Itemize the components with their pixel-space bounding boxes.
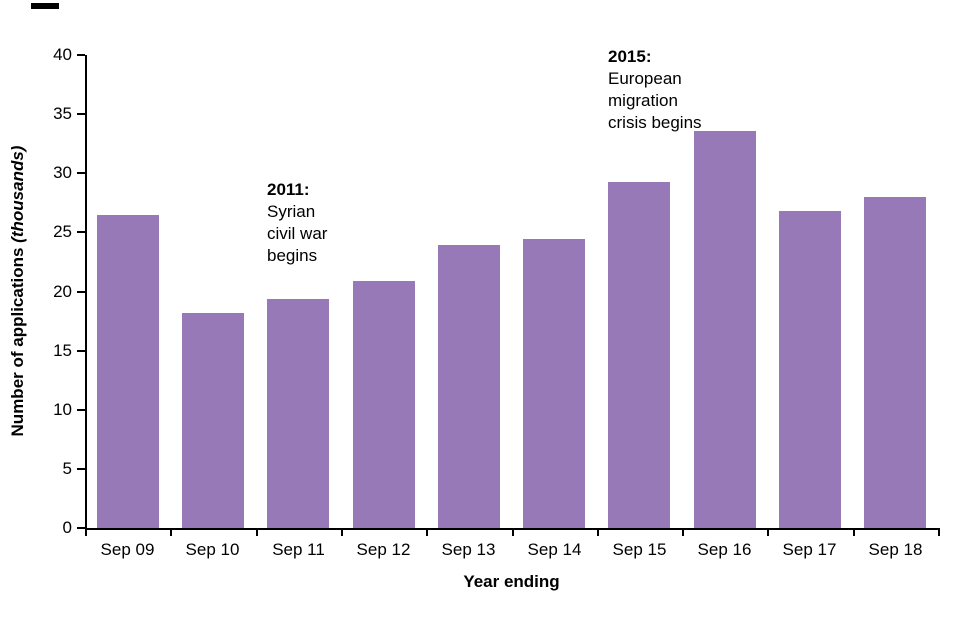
x-tick-label: Sep 12 bbox=[356, 540, 411, 559]
x-tick-label: Sep 14 bbox=[527, 540, 582, 559]
y-tick-mark bbox=[77, 349, 85, 352]
annotation-year: 2011: bbox=[267, 180, 310, 199]
y-tick-mark bbox=[77, 467, 85, 470]
bar-sep-15 bbox=[608, 182, 670, 528]
y-tick-label: 5 bbox=[62, 458, 72, 478]
x-tick-label: Sep 15 bbox=[612, 540, 667, 559]
x-tick-label: Sep 16 bbox=[697, 540, 752, 559]
y-tick-label: 35 bbox=[53, 104, 72, 124]
x-tick-mark bbox=[938, 528, 940, 536]
annotation-2011: 2011: Syrian civil war begins bbox=[267, 180, 328, 265]
x-tick-label: Sep 09 bbox=[100, 540, 155, 559]
x-tick-label: Sep 13 bbox=[441, 540, 496, 559]
x-tick-mark bbox=[682, 528, 684, 536]
x-tick-mark bbox=[170, 528, 172, 536]
x-axis-line bbox=[85, 528, 938, 530]
x-tick-mark bbox=[426, 528, 428, 536]
bar-sep-10 bbox=[182, 313, 244, 528]
x-tick-mark bbox=[597, 528, 599, 536]
x-tick-label: Sep 17 bbox=[782, 540, 837, 559]
y-tick-label: 30 bbox=[53, 163, 72, 183]
y-tick-mark bbox=[77, 231, 85, 234]
x-tick-label: Sep 18 bbox=[868, 540, 923, 559]
crop-artifact-mark bbox=[31, 3, 59, 9]
x-axis-title: Year ending bbox=[463, 572, 560, 591]
bar-sep-12 bbox=[353, 281, 415, 528]
bar-sep-18 bbox=[864, 197, 926, 528]
x-tick-label: Sep 11 bbox=[272, 540, 325, 559]
y-tick-mark bbox=[77, 113, 85, 116]
bar-sep-16 bbox=[694, 131, 756, 528]
y-tick-mark bbox=[77, 172, 85, 175]
bar-sep-17 bbox=[779, 211, 841, 528]
y-tick-label: 15 bbox=[53, 340, 72, 360]
bar-sep-14 bbox=[523, 239, 585, 528]
annotation-2015: 2015: European migration crisis begins bbox=[608, 47, 702, 132]
bar-sep-09 bbox=[97, 215, 159, 528]
y-tick-label: 25 bbox=[53, 222, 72, 242]
x-tick-mark bbox=[341, 528, 343, 536]
x-tick-mark bbox=[767, 528, 769, 536]
bar-sep-11 bbox=[267, 299, 329, 528]
y-axis-line bbox=[85, 55, 87, 530]
annotation-year: 2015: bbox=[608, 47, 652, 66]
y-tick-mark bbox=[77, 290, 85, 293]
x-tick-mark bbox=[85, 528, 87, 536]
x-tick-mark bbox=[256, 528, 258, 536]
y-tick-mark bbox=[77, 54, 85, 56]
x-tick-mark bbox=[853, 528, 855, 536]
y-tick-mark bbox=[77, 527, 85, 529]
y-tick-label: 10 bbox=[53, 399, 72, 419]
y-tick-mark bbox=[77, 408, 85, 411]
y-tick-label: 0 bbox=[62, 518, 72, 537]
bar-sep-13 bbox=[438, 245, 500, 528]
x-tick-label: Sep 10 bbox=[185, 540, 240, 559]
y-tick-label: 20 bbox=[53, 281, 72, 301]
y-tick-label: 40 bbox=[53, 45, 72, 64]
x-tick-mark bbox=[512, 528, 514, 536]
